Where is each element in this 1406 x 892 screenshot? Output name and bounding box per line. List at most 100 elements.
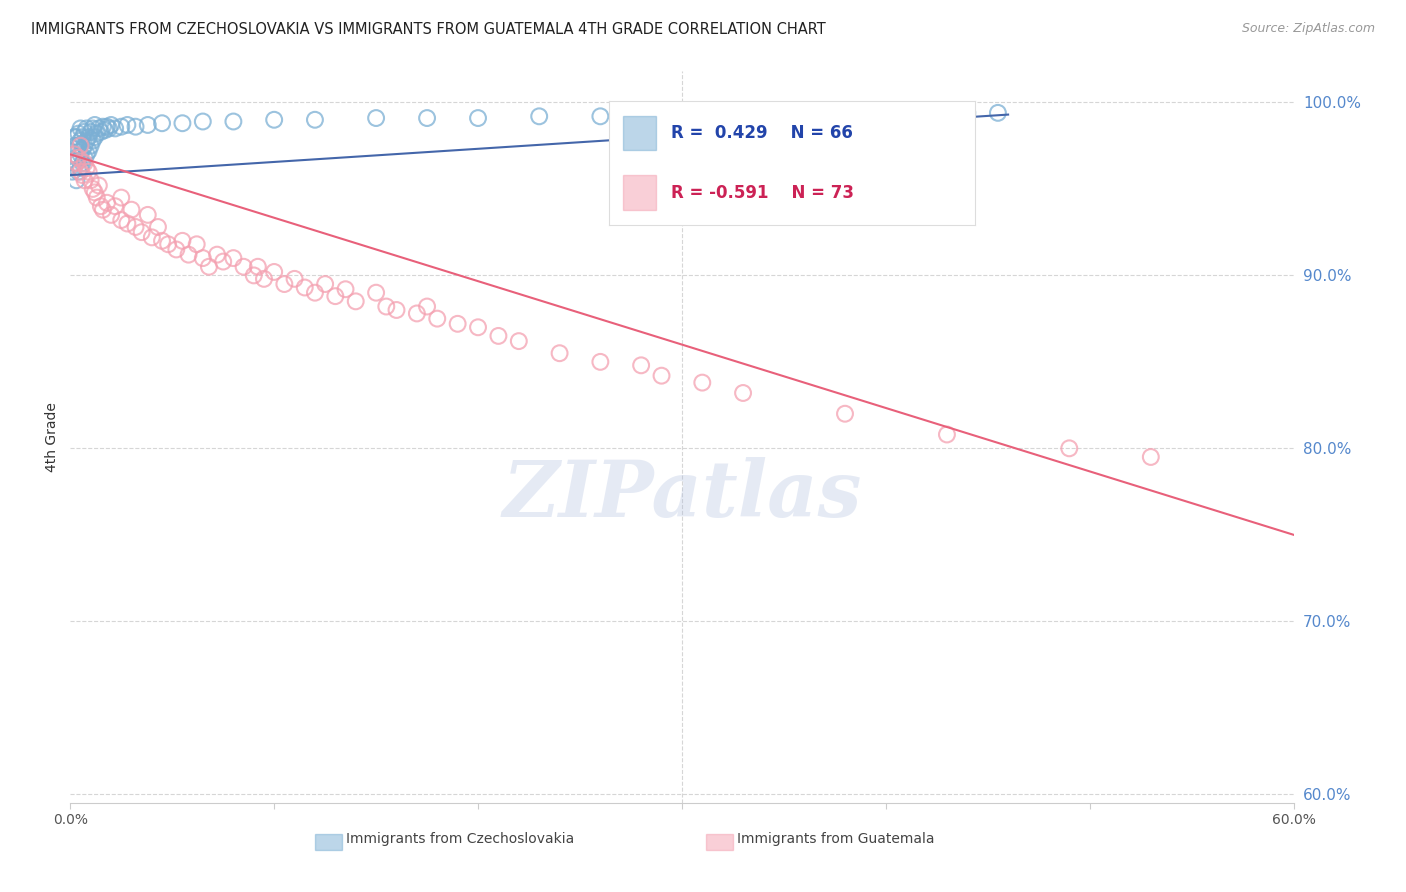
Point (589, 109, 612, 123)
Point (65, 138, 87, 153)
Point (855, 107, 877, 121)
Point (304, 285, 326, 300)
Point (323, 289, 347, 303)
Text: Immigrants from Guatemala: Immigrants from Guatemala (737, 832, 935, 847)
Point (198, 260, 221, 274)
Y-axis label: 4th Grade: 4th Grade (45, 402, 59, 472)
Point (73, 173, 96, 187)
Point (90, 199, 112, 213)
Point (76, 161, 98, 176)
Point (96, 195, 118, 210)
Point (69, 121, 91, 136)
Point (73, 156, 96, 170)
Text: Immigrants from Czechoslovakia: Immigrants from Czechoslovakia (346, 832, 574, 847)
Point (136, 118, 159, 132)
Point (69, 134, 91, 148)
Point (67, 151, 90, 165)
Point (222, 251, 245, 265)
Point (65, 156, 87, 170)
Point (77, 164, 100, 178)
Point (956, 106, 979, 120)
Point (73, 138, 96, 153)
Point (273, 277, 295, 291)
Point (150, 234, 173, 248)
Point (733, 386, 755, 401)
Point (69, 161, 91, 176)
Point (263, 265, 285, 279)
Point (87, 121, 110, 136)
Point (110, 213, 132, 227)
Point (69, 164, 91, 178)
Point (165, 243, 187, 257)
Point (98, 121, 121, 136)
Point (82, 182, 104, 196)
Point (79, 138, 103, 153)
Point (76, 121, 98, 136)
Point (73, 151, 96, 165)
Point (366, 111, 388, 125)
Text: Source: ZipAtlas.com: Source: ZipAtlas.com (1241, 22, 1375, 36)
Point (72, 168, 94, 182)
Point (67, 151, 90, 165)
Point (72, 156, 94, 170)
Point (314, 277, 336, 291)
Point (232, 260, 254, 274)
Point (222, 114, 245, 128)
Point (76, 134, 98, 148)
Point (77, 144, 100, 158)
Point (548, 346, 571, 360)
Point (1057, 442, 1080, 456)
Point (77, 130, 100, 145)
Point (90, 125, 112, 139)
Point (406, 306, 429, 320)
Point (83, 130, 105, 145)
Point (294, 280, 316, 294)
Point (426, 311, 449, 326)
Point (752, 107, 775, 121)
Point (366, 285, 388, 300)
Point (82, 121, 104, 136)
Point (131, 225, 153, 239)
Point (110, 191, 132, 205)
Point (124, 120, 146, 134)
Point (253, 272, 276, 286)
Point (813, 107, 835, 121)
Point (212, 254, 235, 268)
Point (69, 147, 91, 161)
Point (79, 173, 103, 187)
Point (834, 407, 856, 421)
Point (136, 208, 159, 222)
Point (86, 127, 108, 141)
Point (110, 120, 132, 134)
Point (205, 247, 228, 261)
Point (630, 359, 652, 373)
Point (690, 376, 713, 390)
Point (104, 121, 127, 136)
Point (263, 112, 285, 127)
Point (91, 120, 114, 134)
Point (82, 134, 104, 148)
Point (650, 368, 672, 383)
Point (894, 106, 917, 120)
Point (76, 147, 98, 161)
Point (529, 109, 551, 123)
Point (96, 120, 118, 134)
Point (447, 317, 470, 331)
Point (243, 268, 266, 283)
Point (100, 118, 122, 132)
Point (191, 251, 214, 265)
Point (172, 116, 194, 130)
Point (191, 114, 214, 128)
Text: IMMIGRANTS FROM CZECHOSLOVAKIA VS IMMIGRANTS FROM GUATEMALA 4TH GRADE CORRELATIO: IMMIGRANTS FROM CZECHOSLOVAKIA VS IMMIGR… (31, 22, 825, 37)
Point (467, 320, 489, 334)
Point (467, 111, 489, 125)
Point (385, 303, 408, 318)
Point (67, 164, 90, 178)
Point (83, 186, 105, 200)
Point (121, 202, 143, 217)
FancyBboxPatch shape (315, 834, 342, 850)
Point (987, 106, 1010, 120)
Point (65, 173, 87, 187)
Point (91, 202, 114, 217)
Point (63, 147, 86, 161)
